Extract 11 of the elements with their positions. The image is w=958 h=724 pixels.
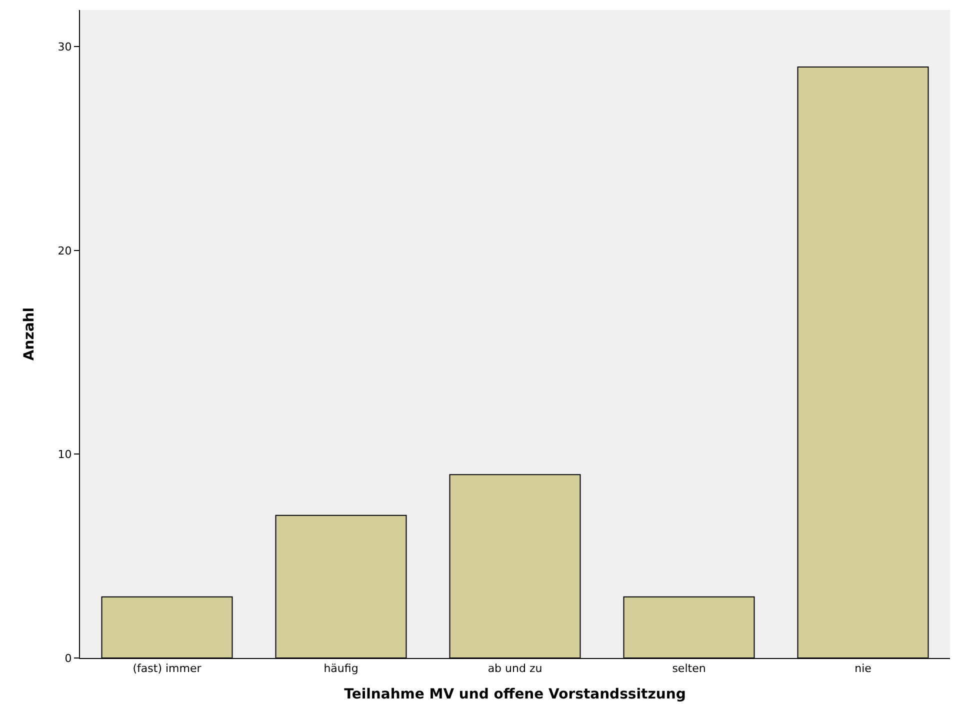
y-axis-title: Anzahl (21, 307, 38, 361)
y-tick-label: 20 (58, 244, 72, 258)
x-tick-label: häufig (324, 662, 358, 676)
x-tick-label: selten (672, 662, 706, 676)
y-tick-label: 10 (58, 448, 72, 462)
y-tick-label: 0 (64, 652, 72, 665)
x-axis-title: Teilnahme MV und offene Vorstandssitzung (344, 686, 686, 702)
x-tick-label: nie (854, 662, 872, 676)
x-tick-label: (fast) immer (132, 662, 202, 676)
y-tick-label: 30 (58, 40, 72, 54)
x-tick-label: ab und zu (488, 662, 542, 676)
